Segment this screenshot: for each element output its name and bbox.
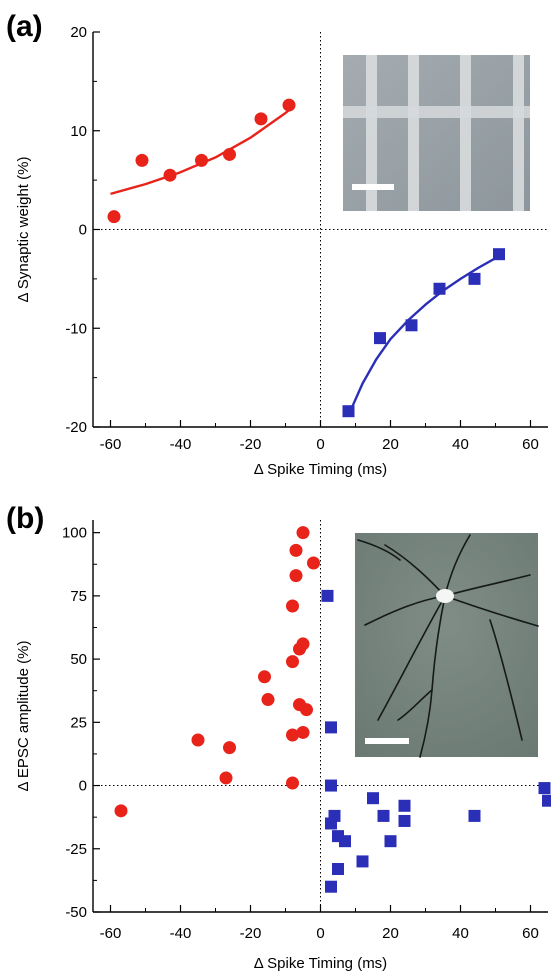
panel-a-red-circle-point xyxy=(223,147,236,161)
panel-b-red-circle-point xyxy=(289,569,303,583)
panel-b-blue-square-point xyxy=(398,799,411,812)
panel-a-y-tick-label: 0 xyxy=(79,222,87,239)
panel-b-scale-bar xyxy=(365,738,409,744)
panel-b-red-circle-point xyxy=(114,804,128,818)
panel-b-red-circle-point xyxy=(191,733,205,747)
panel-b-y-tick-label: 50 xyxy=(70,651,87,668)
panel-b-blue-square-point xyxy=(325,721,337,734)
panel-b-x-axis-label: Δ Spike Timing (ms) xyxy=(254,955,387,972)
panel-a-red-circle-point xyxy=(107,210,121,224)
panel-b-red-circle-point xyxy=(261,693,275,707)
panel-a-red-circle-point xyxy=(254,112,268,126)
panel-a-red-circle-point xyxy=(282,98,296,112)
panel-b-blue-square-point xyxy=(325,779,337,792)
panel-b-red-circle-point xyxy=(296,725,310,739)
panel-b-label: (b) xyxy=(6,502,44,535)
panel-a-label: (a) xyxy=(6,10,43,43)
panel-b-blue-square-point xyxy=(367,792,379,805)
panel-a-blue-square-point xyxy=(493,248,505,261)
panel-b-blue-square-point xyxy=(325,880,337,893)
panel-b: (b) -60 -40 -20 0 20 40 60 100 75 50 25 0 -25 -50 Δ Sp… xyxy=(6,502,551,972)
panel-b-blue-square-point xyxy=(398,814,411,827)
panel-a-red-circle-point xyxy=(135,153,149,167)
panel-b-blue-square-point xyxy=(321,589,334,602)
panel-b-blue-square-point xyxy=(356,855,369,868)
panel-a-red-circle-point xyxy=(163,168,177,182)
panel-b-blue-square-point xyxy=(542,794,551,807)
panel-b-red-circle-point xyxy=(307,556,320,570)
panel-a-scale-bar xyxy=(352,184,394,190)
panel-b-y-tick-label: 25 xyxy=(70,714,87,731)
panel-b-red-circle-point xyxy=(289,543,303,557)
panel-b-blue-square-point xyxy=(384,835,397,848)
panel-b-red-circle-point xyxy=(296,637,310,651)
panel-b-red-circle-point xyxy=(223,741,236,755)
panel-b-y-tick-label: -25 xyxy=(65,841,87,858)
panel-b-x-tick-label: 20 xyxy=(382,925,399,942)
panel-a-y-tick-label: -20 xyxy=(65,419,87,436)
panel-b-blue-square-point xyxy=(468,809,481,822)
panel-a-x-tick-label: 20 xyxy=(382,436,399,453)
panel-b-red-circle-point xyxy=(258,670,271,684)
panel-a-x-tick-label: -40 xyxy=(170,436,192,453)
panel-b-x-tick-label: -60 xyxy=(100,925,122,942)
panel-a-blue-square-point xyxy=(374,332,386,345)
panel-a-y-tick-label: -10 xyxy=(65,320,87,337)
panel-b-red-circle-point xyxy=(296,526,310,540)
panel-a-series-0-fit-curve xyxy=(110,106,294,196)
panel-b-red-circle-point xyxy=(286,599,299,613)
panel-a-blue-square-point xyxy=(342,405,355,418)
panel-b-y-tick-label: -50 xyxy=(65,904,87,921)
panel-b-y-axis-label: Δ EPSC amplitude (%) xyxy=(15,641,32,792)
panel-a: (a) -60 -40 -20 0 20 40 60 20 10 0 -10 -20 Δ Spike T… xyxy=(6,10,548,478)
panel-b-blue-square-point xyxy=(339,835,351,848)
panel-a-blue-square-point xyxy=(433,282,446,295)
panel-b-blue-square-point xyxy=(538,782,551,795)
panel-a-y-tick-label: 20 xyxy=(70,24,87,41)
panel-a-blue-square-point xyxy=(405,319,418,332)
panel-b-red-circle-point xyxy=(286,776,299,790)
panel-b-x-tick-label: 0 xyxy=(316,925,324,942)
panel-b-y-tick-label: 0 xyxy=(79,778,87,795)
panel-a-y-tick-label: 10 xyxy=(70,123,87,140)
panel-a-x-tick-label: 0 xyxy=(316,436,324,453)
panel-a-y-axis-label: Δ Synaptic weight (%) xyxy=(15,157,32,303)
panel-a-x-tick-label: 40 xyxy=(452,436,469,453)
panel-b-red-circle-point xyxy=(286,655,299,669)
panel-a-blue-square-point xyxy=(468,272,481,285)
panel-b-red-circle-point xyxy=(286,728,299,742)
panel-a-red-circle-point xyxy=(195,153,208,167)
panel-a-x-tick-label: 60 xyxy=(522,436,539,453)
panel-a-x-tick-label: -60 xyxy=(100,436,122,453)
panel-a-x-axis-label: Δ Spike Timing (ms) xyxy=(254,461,387,478)
panel-b-x-tick-label: -40 xyxy=(170,925,192,942)
panel-b-x-tick-label: 40 xyxy=(452,925,469,942)
panel-b-red-circle-point xyxy=(219,771,233,785)
panel-b-blue-square-point xyxy=(377,809,390,822)
panel-b-red-circle-point xyxy=(300,703,313,717)
panel-b-y-tick-label: 75 xyxy=(70,588,87,605)
panel-a-x-tick-label: -20 xyxy=(240,436,262,453)
panel-b-x-tick-label: 60 xyxy=(522,925,539,942)
panel-a-inset-sem-image xyxy=(343,55,530,211)
panel-b-blue-square-point xyxy=(332,863,344,876)
panel-b-x-tick-label: -20 xyxy=(240,925,262,942)
panel-b-inset-neuron-image xyxy=(355,533,539,758)
panel-b-y-tick-label: 100 xyxy=(62,525,87,542)
panel-b-blue-square-point xyxy=(328,809,341,822)
